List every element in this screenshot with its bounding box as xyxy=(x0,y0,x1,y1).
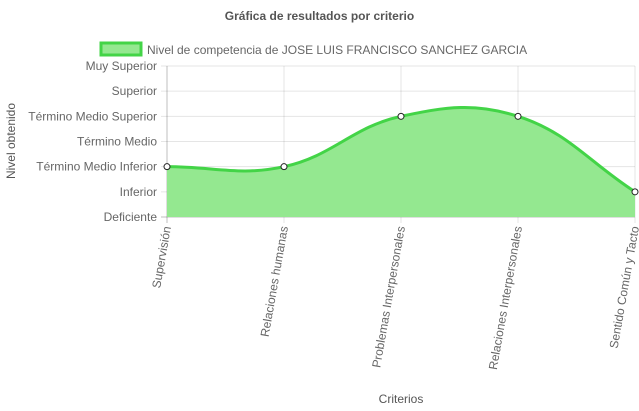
y-tick-labels: Deficiente Inferior Término Medio Inferior… xyxy=(28,59,157,224)
legend-swatch[interactable] xyxy=(99,41,143,57)
data-points[interactable] xyxy=(163,112,639,196)
x-tick-label: Supervisión xyxy=(149,225,174,289)
y-tick-label: Término Medio Inferior xyxy=(36,160,157,174)
x-tick-label: Sentido Común y Tacto xyxy=(607,225,639,350)
series-area xyxy=(167,107,635,217)
legend[interactable]: Nivel de competencia de JOSE LUIS FRANCI… xyxy=(99,41,527,57)
y-tick-label: Deficiente xyxy=(104,210,158,224)
y-tick-label: Muy Superior xyxy=(86,59,157,73)
y-tick-label: Término Medio Superior xyxy=(28,109,157,123)
x-tick-labels: Supervisión Relaciones humanas Problemas I… xyxy=(149,225,639,371)
y-tick-label: Superior xyxy=(112,84,157,98)
x-tick-label: Relaciones humanas xyxy=(258,225,291,338)
x-tick-label: Relaciones Interpersonales xyxy=(486,225,525,371)
chart-title: Gráfica de resultados por criterio xyxy=(224,9,415,23)
data-point[interactable] xyxy=(397,112,405,120)
data-point[interactable] xyxy=(280,163,288,171)
y-axis-title: Nivel obtenido xyxy=(4,103,18,179)
data-point[interactable] xyxy=(514,112,522,120)
legend-label: Nivel de competencia de JOSE LUIS FRANCI… xyxy=(147,43,527,57)
y-tick-label: Inferior xyxy=(120,185,157,199)
x-axis-title: Criterios xyxy=(379,392,424,406)
data-point[interactable] xyxy=(163,163,171,171)
x-tick-label: Problemas Interpersonales xyxy=(369,225,408,369)
y-tick-label: Término Medio xyxy=(77,135,157,149)
data-point[interactable] xyxy=(631,188,639,196)
